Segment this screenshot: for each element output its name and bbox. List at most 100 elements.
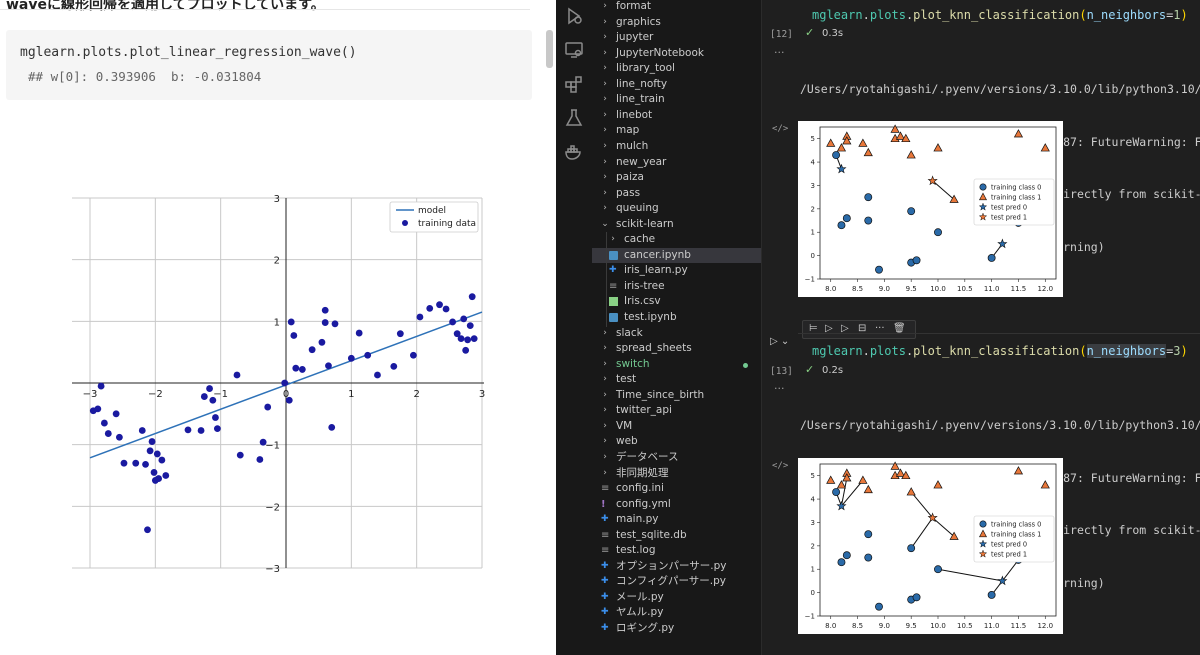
tree-item[interactable]: › linebot [592,108,761,124]
tree-item-label: main.py [616,513,659,526]
python-file-icon: ✚ [609,265,617,276]
training-data-point [150,469,158,476]
cell-13-timing: 0.2s [822,365,844,376]
training-data-point [390,362,398,370]
tree-item[interactable]: cancer.ipynb [592,247,761,264]
tree-item[interactable]: ⌄ scikit-learn [592,217,761,233]
tree-item[interactable]: ✚ オプションパーサー.py [592,559,761,575]
y-tick-label: 4 [811,159,816,167]
remote-explorer-icon[interactable] [564,40,584,60]
tree-item[interactable]: test.ipynb [592,310,761,326]
training-data-point [374,371,381,379]
y-tick-label: −1 [805,276,815,284]
tree-item[interactable]: › データベース [592,450,761,466]
y-tick-label: 3 [274,194,280,205]
tree-item[interactable]: › spread_sheets [592,341,761,357]
code-line: mglearn.plots.plot_linear_regression_wav… [20,45,357,60]
legend-label: test pred 1 [991,551,1027,559]
training-data-point [328,424,336,431]
x-tick-label: 8.0 [825,285,836,293]
tree-item-label: test_sqlite.db [616,528,687,541]
run-debug-icon[interactable] [564,6,584,26]
cell-13-output-menu-icon[interactable]: ··· [774,382,785,395]
extensions-icon[interactable] [564,74,584,94]
docker-icon[interactable] [564,142,584,162]
y-tick-label: 5 [811,472,815,480]
training-data-point [206,385,213,392]
split-cell-icon[interactable]: ⊟ [858,323,867,334]
y-tick-label: 2 [811,205,815,213]
tree-item[interactable]: ✚ iris_learn.py [592,263,761,279]
cell-12-output-mime-icon[interactable]: </> [772,124,789,134]
tree-item[interactable]: › mulch [592,139,761,155]
more-actions-icon[interactable]: ··· [875,323,885,334]
tree-item-label: メール.py [616,590,664,603]
run-cell-icon[interactable]: ▷ ⌄ [770,336,790,347]
tree-item[interactable]: › 非同期処理 [592,466,761,482]
tree-item[interactable]: › Time_since_birth [592,388,761,404]
training-data-point [457,335,465,342]
tree-item[interactable]: › paiza [592,170,761,186]
legend-label: test pred 1 [991,214,1027,222]
execute-below-icon[interactable]: ▷ [841,323,849,334]
training-data-point [197,427,205,434]
tree-item[interactable]: › line_nofty [592,77,761,93]
test-pred0-point [997,238,1008,249]
tree-item[interactable]: › jupyter [592,30,761,46]
tree-item[interactable]: › slack [592,326,761,342]
tree-item[interactable]: ✚ ロギング.py [592,621,761,637]
cell-13-code[interactable]: mglearn.plots.plot_knn_classification(n_… [812,344,1188,358]
legend-label: training class 1 [991,531,1041,539]
tree-item[interactable]: Iris.csv [592,294,761,310]
chevron-right-icon: › [603,78,607,89]
class0-point [875,602,883,611]
y-tick-label: 1 [811,229,815,237]
class0-point [864,193,873,202]
class0-point [907,544,916,553]
tree-item[interactable]: › format [592,0,761,15]
tree-item-label: config.yml [616,497,671,510]
tree-item[interactable]: › switch [592,357,761,373]
cell-12-output-menu-icon[interactable]: ··· [774,46,785,59]
testing-flask-icon[interactable] [564,108,584,128]
execute-above-icon[interactable]: ▷ [825,323,833,334]
tree-item[interactable]: ✚ メール.py [592,590,761,606]
tree-item[interactable]: › test [592,372,761,388]
run-by-line-icon[interactable]: ⊨ [809,323,818,334]
article-scrollbar[interactable] [546,30,553,68]
tree-item[interactable]: ≡ test.log [592,543,761,559]
tree-item[interactable]: ≡ test_sqlite.db [592,528,761,544]
tree-indent-guide [606,232,607,327]
tree-item[interactable]: ≡ config.ini [592,481,761,497]
tree-item[interactable]: › VM [592,419,761,435]
tree-item[interactable]: › queuing [592,201,761,217]
tree-item[interactable]: › web [592,434,761,450]
tree-item-label: slack [616,326,643,339]
tree-item[interactable]: ✚ main.py [592,512,761,528]
tree-item[interactable]: › twitter_api [592,403,761,419]
tree-item[interactable]: › pass [592,186,761,202]
legend-class1-swatch [979,529,987,538]
x-tick-label: 9.0 [879,622,890,630]
tree-item-label: Time_since_birth [616,388,705,401]
tree-item[interactable]: › map [592,123,761,139]
tree-item[interactable]: ✚ コンフィグパーサー.py [592,574,761,590]
tree-item[interactable]: ! config.yml [592,497,761,513]
tree-item[interactable]: › graphics [592,15,761,31]
x-tick-label: −2 [148,389,163,400]
tree-item[interactable]: › JupyterNotebook [592,46,761,62]
tree-item[interactable]: › line_train [592,92,761,108]
tree-item[interactable]: ✚ ヤムル.py [592,605,761,621]
tree-item-label: format [616,0,652,12]
tree-item[interactable]: › library_tool [592,61,761,77]
class1-point [863,147,873,157]
tree-item[interactable]: › cache [592,232,761,248]
tree-item[interactable]: ≡ iris-tree [592,279,761,295]
cell-13-output-mime-icon[interactable]: </> [772,461,789,471]
cell-12-code[interactable]: mglearn.plots.plot_knn_classification(n_… [812,8,1188,22]
training-data-point [449,318,456,326]
delete-cell-icon[interactable]: 🗑 [893,323,906,334]
tree-item-label: twitter_api [616,404,672,417]
chevron-right-icon: › [603,420,607,431]
tree-item[interactable]: › new_year [592,155,761,171]
